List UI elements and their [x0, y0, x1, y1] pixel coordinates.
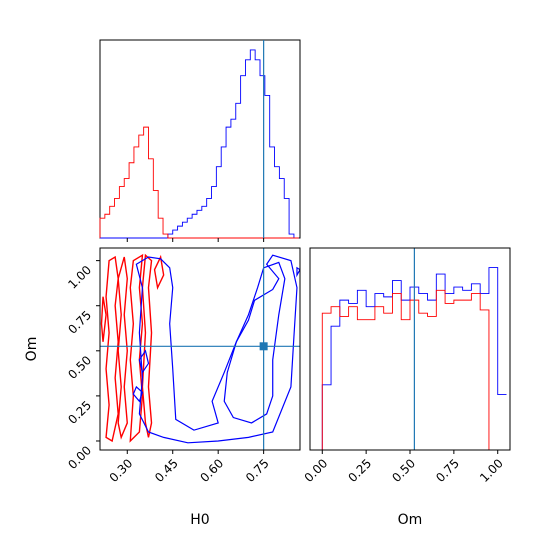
red-contour-5 — [100, 296, 107, 342]
tick-label-x-H0: 0.45 — [152, 456, 181, 485]
contour-series — [100, 248, 300, 450]
contour-lines — [100, 248, 300, 450]
blue-contour-3 — [132, 385, 144, 403]
tick-label-x-Om: 0.50 — [389, 456, 418, 485]
panel-hist-H0 — [99, 39, 301, 239]
blue-contour-4 — [296, 266, 300, 278]
tick-label-x-Om: 0.75 — [433, 456, 462, 485]
panel-frame — [309, 247, 511, 451]
red-contour-4 — [153, 254, 165, 290]
tick-label-y-Om: 0.75 — [65, 308, 94, 337]
tick-label-y-Om: 0.25 — [65, 398, 94, 427]
panel-frame — [99, 247, 301, 451]
tick-label-y-Om: 0.50 — [65, 353, 94, 382]
hist-Om-line-0 — [313, 267, 507, 451]
tick-label-x-H0: 0.30 — [107, 456, 136, 485]
red-contour-0 — [105, 255, 119, 443]
tick-label-x-Om: 0.00 — [302, 456, 331, 485]
tick-label-x-H0: 0.75 — [243, 456, 272, 485]
panel-hist-Om — [309, 247, 511, 451]
x-axis-label-Om: Om — [398, 512, 423, 528]
truth-marker — [259, 342, 268, 351]
hist-H0-line-0 — [100, 49, 299, 239]
tick-label-x-Om: 0.25 — [345, 456, 374, 485]
hist-H0-line-1 — [99, 126, 299, 239]
tick-label-x-H0: 0.60 — [198, 456, 227, 485]
hist-Om-line-1 — [313, 289, 507, 451]
tick-label-x-Om: 1.00 — [477, 456, 506, 485]
panel-contour — [99, 247, 301, 451]
tick-label-y-Om: 0.00 — [65, 443, 94, 472]
blue-contour-1 — [223, 261, 286, 424]
red-contour-3 — [141, 253, 153, 438]
hist-Om-series — [313, 248, 507, 451]
hist-H0-series — [99, 40, 299, 239]
red-contour-2 — [129, 253, 144, 443]
blue-contour-0 — [135, 254, 298, 444]
blue-contour-2 — [138, 349, 150, 374]
x-axis-label-H0: H0 — [190, 512, 209, 528]
tick-label-y-Om: 1.00 — [65, 263, 94, 292]
red-contour-1 — [117, 256, 128, 440]
y-axis-label-Om: Om — [24, 337, 40, 362]
